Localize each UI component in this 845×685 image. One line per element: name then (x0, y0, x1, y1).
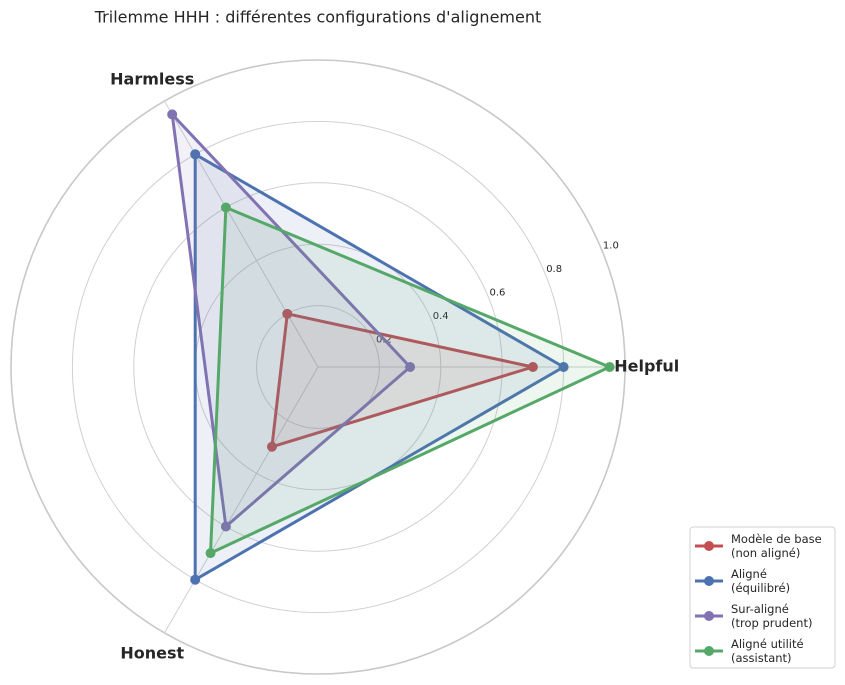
axis-label: Helpful (614, 357, 679, 376)
series-point (558, 362, 569, 372)
axis-label: Harmless (110, 69, 194, 88)
r-tick-label: 0.4 (433, 311, 449, 322)
series-point (282, 308, 293, 319)
series-point (220, 521, 231, 532)
r-tick-label: 0.8 (546, 264, 562, 275)
axis-label: Honest (120, 644, 184, 663)
series-point (190, 149, 201, 160)
spoke (164, 366, 319, 634)
legend-box (689, 526, 836, 669)
legend-label: Modèle de base (non aligné) (731, 532, 822, 560)
series-line (209, 206, 612, 555)
legend-label: Aligné utilité (assistant) (731, 637, 804, 665)
series-point (527, 362, 538, 372)
series-point (405, 362, 416, 372)
series-point (266, 441, 277, 452)
series-line (270, 312, 535, 449)
series-point (205, 548, 216, 559)
legend-marker (704, 646, 714, 656)
legend-marker (704, 541, 714, 551)
chart-title: Trilemme HHH : différentes configuration… (94, 8, 542, 27)
legend-marker (704, 576, 714, 586)
series-point (604, 362, 615, 372)
series-point (220, 202, 231, 213)
legend-label: Sur-aligné (trop prudent) (731, 602, 812, 630)
series-point (167, 109, 178, 120)
legend-marker (704, 611, 714, 621)
series-line (170, 112, 412, 528)
series-point (190, 574, 201, 585)
legend: Modèle de base (non aligné) Aligné (équilib… (689, 526, 836, 669)
series-area (271, 313, 533, 447)
r-tick-label: 0.6 (489, 288, 505, 299)
series-area (172, 114, 411, 527)
r-tick-label: 1.0 (603, 241, 619, 252)
series-area (210, 207, 610, 554)
spoke (164, 100, 319, 368)
legend-label: Aligné (équilibré) (731, 567, 790, 595)
